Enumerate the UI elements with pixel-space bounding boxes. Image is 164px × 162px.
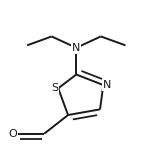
- Text: N: N: [103, 80, 112, 90]
- Text: N: N: [72, 43, 81, 53]
- Text: O: O: [9, 129, 17, 139]
- Text: S: S: [51, 83, 58, 93]
